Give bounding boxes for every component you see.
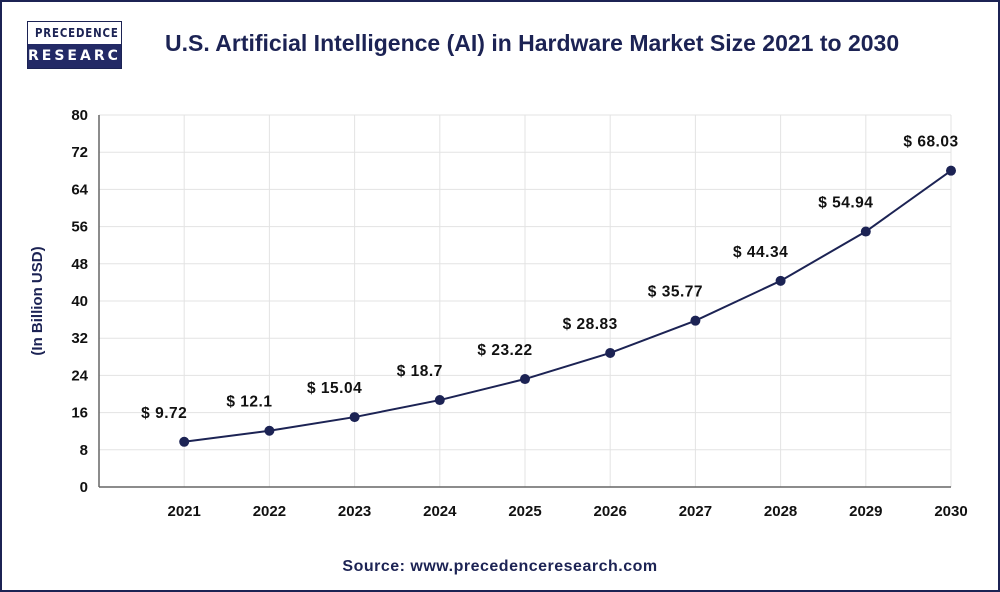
logo-line1: PRECEDENCE [34, 22, 118, 44]
y-tick-label: 80 [71, 107, 88, 124]
data-point [179, 436, 190, 447]
data-label: $ 18.7 [397, 363, 443, 380]
y-tick-label: 40 [71, 293, 88, 310]
source-text: Source: www.precedenceresearch.com [342, 558, 658, 575]
data-label: $ 68.03 [903, 134, 958, 151]
data-point [264, 425, 275, 436]
x-tick-label: 2021 [168, 503, 201, 520]
y-tick-label: 8 [80, 442, 88, 459]
y-tick-label: 56 [71, 219, 88, 236]
y-tick-label: 16 [71, 405, 88, 422]
y-tick-label: 24 [71, 367, 88, 384]
data-point [946, 165, 956, 176]
data-label: $ 54.94 [818, 195, 873, 212]
data-point [690, 315, 701, 326]
data-point [775, 275, 786, 286]
precedence-research-logo: PRECEDENCE RESEARCH [27, 21, 133, 69]
x-tick-label: 2025 [508, 503, 541, 520]
x-tick-label: 2027 [679, 503, 712, 520]
x-tick-label: 2026 [594, 503, 627, 520]
y-tick-label: 0 [80, 479, 88, 496]
y-tick-label: 48 [71, 256, 88, 273]
logo-line2: RESEARCH [28, 44, 133, 68]
data-point [860, 226, 871, 237]
data-point [434, 395, 445, 406]
y-tick-label: 72 [71, 144, 88, 161]
x-tick-label: 2023 [338, 503, 371, 520]
x-tick-label: 2024 [423, 503, 457, 520]
data-point [349, 412, 360, 423]
chart-title: U.S. Artificial Intelligence (AI) in Har… [165, 30, 900, 56]
y-tick-label: 64 [71, 181, 88, 198]
data-point [520, 374, 530, 385]
x-tick-label: 2030 [934, 503, 967, 520]
series-line [184, 169, 952, 443]
data-label: $ 28.83 [563, 316, 618, 333]
y-tick-label: 32 [71, 330, 88, 347]
data-point [605, 347, 616, 358]
data-label: $ 12.1 [226, 394, 272, 411]
data-label: $ 9.72 [141, 405, 187, 422]
y-axis-label: (In Billion USD) [29, 246, 46, 355]
data-label: $ 15.04 [307, 380, 362, 397]
data-label: $ 35.77 [648, 284, 703, 301]
x-tick-label: 2022 [253, 503, 286, 520]
data-label: $ 23.22 [477, 342, 532, 359]
data-label: $ 44.34 [733, 244, 788, 261]
x-tick-label: 2028 [764, 503, 797, 520]
x-tick-label: 2029 [849, 503, 882, 520]
